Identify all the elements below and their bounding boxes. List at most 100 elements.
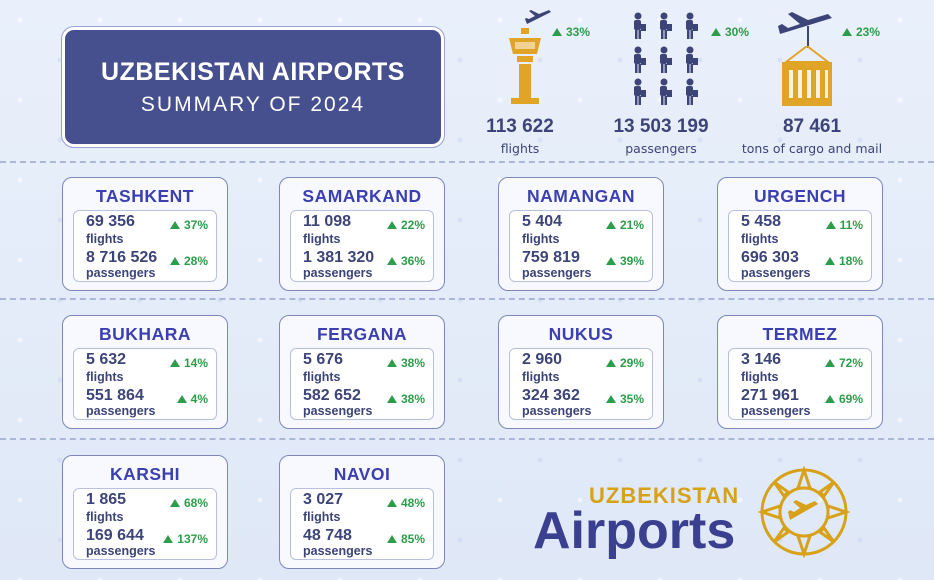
passengers-change: 36% [386,254,425,268]
airport-stats: 5 632 flights 14% 551 864 passengers 4% [73,348,217,420]
airport-card-fergana: FERGANA 5 676 flights 38% 582 652 passen… [279,315,445,429]
airport-card-termez: TERMEZ 3 146 flights 72% 271 961 passeng… [717,315,883,429]
total-flights-value: 113 622 [486,116,554,137]
airport-name: FERGANA [316,324,408,344]
page-subtitle: SUMMARY OF 2024 [140,92,366,116]
airport-stats: 3 027 flights 48% 48 748 passengers 85% [290,488,434,560]
passengers-value: 582 652 [303,387,361,404]
passengers-value: 551 864 [86,387,144,404]
increase-arrow-icon [386,535,397,543]
increase-arrow-icon [386,221,397,229]
increase-arrow-icon [169,499,180,507]
passengers-change: 137% [163,532,208,546]
passengers-change: 28% [169,254,208,268]
airport-card-samarkand: SAMARKAND 11 098 flights 22% 1 381 320 p… [279,177,445,291]
increase-arrow-icon [386,499,397,507]
flights-label: flights [522,370,560,384]
passengers-label: passengers [303,544,373,558]
flights-label: flights [522,232,560,246]
increase-arrow-icon [824,395,835,403]
airports-emblem-icon [758,466,850,558]
divider [0,438,934,440]
total-flights-label: flights [500,141,540,156]
total-cargo-value: 87 461 [782,116,842,137]
passengers-label: passengers [86,266,156,280]
airport-stats: 1 865 flights 68% 169 644 passengers 137… [73,488,217,560]
passengers-label: passengers [303,404,373,418]
passengers-change: 18% [824,254,863,268]
airport-stats: 69 356 flights 37% 8 716 526 passengers … [73,210,217,282]
passengers-change: 4% [176,392,208,406]
flights-value: 2 960 [522,351,563,368]
flights-label: flights [86,370,124,384]
increase-arrow-icon [176,395,187,403]
flights-value: 1 865 [86,491,127,508]
passengers-change: 39% [605,254,644,268]
passengers-change: 35% [605,392,644,406]
airport-name: TASHKENT [96,186,194,206]
flights-value: 5 458 [741,213,782,230]
airport-name: TERMEZ [762,324,838,344]
increase-arrow-icon [825,221,836,229]
cargo-icon [782,46,832,106]
divider [0,298,934,300]
flights-label: flights [86,232,124,246]
flights-value: 5 632 [86,351,127,368]
increase-arrow-icon [824,257,835,265]
page-title: UZBEKISTAN AIRPORTS [101,57,405,86]
flights-change: 38% [386,356,425,370]
airport-card-navoi: NAVOI 3 027 flights 48% 48 748 passenger… [279,455,445,569]
passengers-label: passengers [522,266,592,280]
total-passengers: 13 503 199 passengers [600,116,722,156]
passengers-value: 48 748 [303,527,352,544]
flights-label: flights [303,370,341,384]
flights-value: 69 356 [86,213,135,230]
total-cargo: 87 461 tons of cargo and mail [735,116,889,156]
cargo-change-badge: 23% [842,25,880,39]
flights-value: 11 098 [303,213,352,230]
increase-arrow-icon [605,359,616,367]
airport-name: URGENCH [754,186,846,206]
airport-name: BUKHARA [99,324,191,344]
passengers-change-badge: 30% [711,25,749,39]
total-passengers-label: passengers [625,141,697,156]
increase-arrow-icon [711,28,721,36]
title-banner: UZBEKISTAN AIRPORTS SUMMARY OF 2024 [61,26,445,148]
airport-stats: 11 098 flights 22% 1 381 320 passengers … [290,210,434,282]
airport-name: NAVOI [333,464,391,484]
passengers-value: 169 644 [86,527,144,544]
increase-arrow-icon [386,257,397,265]
passengers-value: 1 381 320 [303,249,375,266]
passengers-label: passengers [741,266,811,280]
flights-change: 29% [605,356,644,370]
logo-main-text: Airports [533,502,736,560]
increase-arrow-icon [386,395,397,403]
flights-change: 37% [169,218,208,232]
flights-value: 5 404 [522,213,563,230]
airport-name: NUKUS [548,324,614,344]
passengers-value: 8 716 526 [86,249,158,266]
flights-label: flights [303,232,341,246]
logo-top-text: UZBEKISTAN [589,483,740,508]
passengers-label: passengers [741,404,811,418]
total-passengers-value: 13 503 199 [613,116,709,137]
cargo-plane-icon [778,12,832,48]
increase-arrow-icon [169,221,180,229]
airport-card-bukhara: BUKHARA 5 632 flights 14% 551 864 passen… [62,315,228,429]
flights-change: 22% [386,218,425,232]
flights-change: 11% [825,218,863,232]
flights-change: 21% [605,218,644,232]
passengers-label: passengers [303,266,373,280]
flights-change: 72% [824,356,863,370]
airport-name: SAMARKAND [302,186,422,206]
passengers-change: 85% [386,532,425,546]
passengers-change: 38% [386,392,425,406]
increase-arrow-icon [163,535,174,543]
flights-label: flights [303,510,341,524]
flights-value: 3 146 [741,351,782,368]
increase-arrow-icon [605,395,616,403]
airport-name: NAMANGAN [526,186,636,206]
flights-value: 5 676 [303,351,344,368]
passengers-icon [634,12,698,105]
airport-stats: 3 146 flights 72% 271 961 passengers 69% [728,348,872,420]
